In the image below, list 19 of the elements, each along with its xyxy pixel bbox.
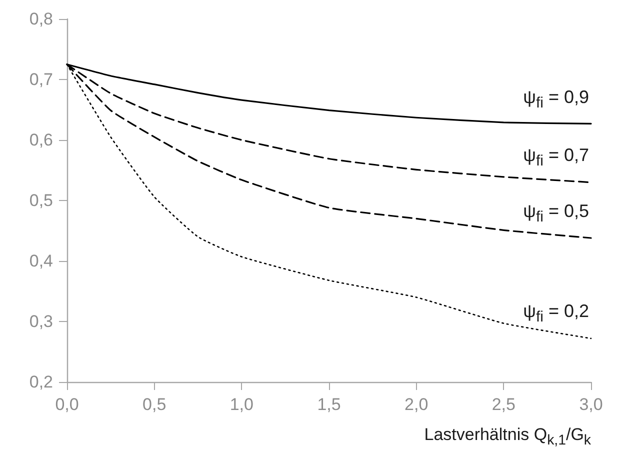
x-tick-label: 3,0 [579,395,603,414]
x-tick-label: 2,5 [492,395,516,414]
y-tick-label: 0,8 [29,10,53,28]
series-label: ψ$_{fi}$ = 0,7 [523,145,589,170]
x-tick-label: 0,0 [55,395,79,414]
y-tick-label: 0,4 [29,252,53,270]
y-tick-label: 0,5 [29,191,53,210]
x-tick-label: 2,0 [404,395,428,414]
x-tick-label: 1,5 [317,395,341,414]
x-tick-label: 1,0 [230,395,254,414]
series-label: ψ$_{fi}$ = 0,5 [523,200,589,226]
series-label: ψ$_{fi}$ = 0,9 [523,86,589,112]
y-tick-label: 0,2 [29,372,53,392]
y-tick-label: 0,6 [29,130,53,150]
x-axis-title: Lastverhältnis Q$_{k,1}$/G$_{k}$ [424,425,591,449]
y-tick-label: 0,7 [29,70,53,89]
x-tick-label: 0,5 [142,395,166,414]
y-tick-label: 0,3 [29,312,53,331]
series-label: ψ$_{fi}$ = 0,2 [523,301,589,326]
